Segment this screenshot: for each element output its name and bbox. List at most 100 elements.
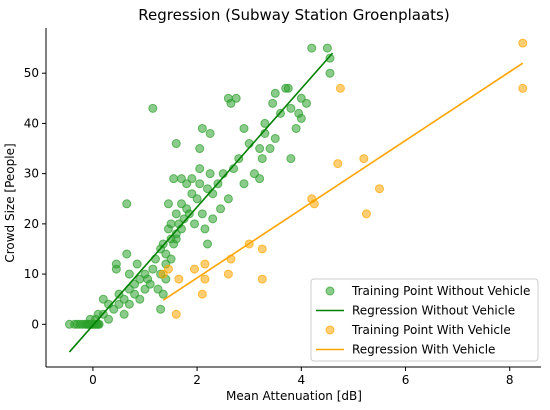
data-point (124, 299, 134, 309)
data-point (270, 133, 280, 143)
data-point (335, 83, 345, 93)
data-point (325, 68, 335, 78)
data-point (208, 189, 218, 199)
data-point (518, 83, 528, 93)
data-point (518, 38, 528, 48)
data-point (257, 244, 267, 254)
x-tick-label: 2 (193, 373, 201, 387)
x-tick-label: 8 (506, 373, 514, 387)
data-point (255, 174, 265, 184)
data-point (171, 209, 181, 219)
data-point (122, 199, 132, 209)
data-point (171, 139, 181, 149)
legend-label: Training Point Without Vehicle (351, 284, 530, 298)
data-point (294, 108, 304, 118)
legend: Training Point Without Vehicle Regression… (310, 278, 539, 362)
data-point (216, 204, 226, 214)
data-point (333, 159, 343, 169)
legend-marker (325, 325, 335, 335)
data-point (148, 103, 158, 113)
y-tick-label: 40 (24, 116, 39, 130)
data-point (286, 154, 296, 164)
data-point (135, 294, 145, 304)
y-tick-label: 20 (24, 217, 39, 231)
data-point (171, 234, 181, 244)
regression-line (162, 62, 524, 301)
data-point (361, 209, 371, 219)
data-point (325, 53, 335, 63)
data-point (187, 174, 197, 184)
data-point (122, 249, 132, 259)
data-point (200, 224, 210, 234)
data-point (192, 194, 202, 204)
data-point (195, 179, 205, 189)
data-point (184, 209, 194, 219)
x-axis-label: Mean Attenuation [dB] (226, 389, 362, 403)
data-point (156, 304, 166, 314)
x-tick-label: 4 (297, 373, 305, 387)
data-point (283, 83, 293, 93)
y-tick-label: 50 (24, 66, 39, 80)
data-point (197, 123, 207, 133)
data-point (158, 289, 168, 299)
data-point (239, 123, 249, 133)
data-point (231, 93, 241, 103)
data-point (200, 274, 210, 284)
chart-title: Regression (Subway Station Groenplaats) (138, 6, 449, 24)
data-point (208, 214, 218, 224)
data-point (205, 128, 215, 138)
data-point (286, 103, 296, 113)
legend-box (310, 278, 539, 362)
data-point (296, 93, 306, 103)
data-point (163, 264, 173, 274)
data-point (268, 98, 278, 108)
data-point (270, 88, 280, 98)
axes: 0 2 4 6 8 0 10 20 30 40 50 (24, 28, 541, 387)
data-point (257, 274, 267, 284)
data-point (195, 164, 205, 174)
data-point (169, 174, 179, 184)
x-tick-label: 0 (89, 373, 97, 387)
data-point (150, 254, 160, 264)
plot-area (64, 38, 528, 353)
regression-line (68, 52, 334, 353)
data-point (171, 309, 181, 319)
data-point (111, 259, 121, 269)
data-point (148, 264, 158, 274)
data-point (145, 279, 155, 289)
y-tick-label: 10 (24, 267, 39, 281)
data-point (239, 179, 249, 189)
data-point (124, 269, 134, 279)
data-point (359, 154, 369, 164)
data-point (190, 264, 199, 274)
data-point (174, 274, 184, 284)
y-tick-label: 30 (24, 167, 39, 181)
data-point (307, 43, 317, 53)
data-point (291, 123, 301, 133)
data-point (322, 43, 332, 53)
data-point (163, 199, 173, 209)
data-point (260, 118, 270, 128)
y-tick-label: 0 (31, 317, 39, 331)
data-point (205, 169, 215, 179)
y-axis-label: Crowd Size [People] (3, 143, 17, 262)
data-point (132, 259, 142, 269)
data-point (104, 314, 114, 324)
data-point (223, 194, 233, 204)
data-point (166, 254, 176, 264)
data-point (166, 219, 176, 229)
legend-label: Training Point With Vehicle (351, 323, 511, 337)
data-point (223, 269, 233, 279)
x-tick-label: 6 (402, 373, 410, 387)
legend-label: Regression With Vehicle (352, 343, 495, 357)
data-point (257, 154, 267, 164)
data-point (203, 239, 213, 249)
legend-label: Regression Without Vehicle (352, 304, 515, 318)
data-point (265, 144, 275, 154)
data-point (195, 144, 205, 154)
data-point (374, 184, 384, 194)
data-point (197, 209, 207, 219)
legend-marker (325, 286, 335, 296)
data-point (190, 219, 199, 229)
